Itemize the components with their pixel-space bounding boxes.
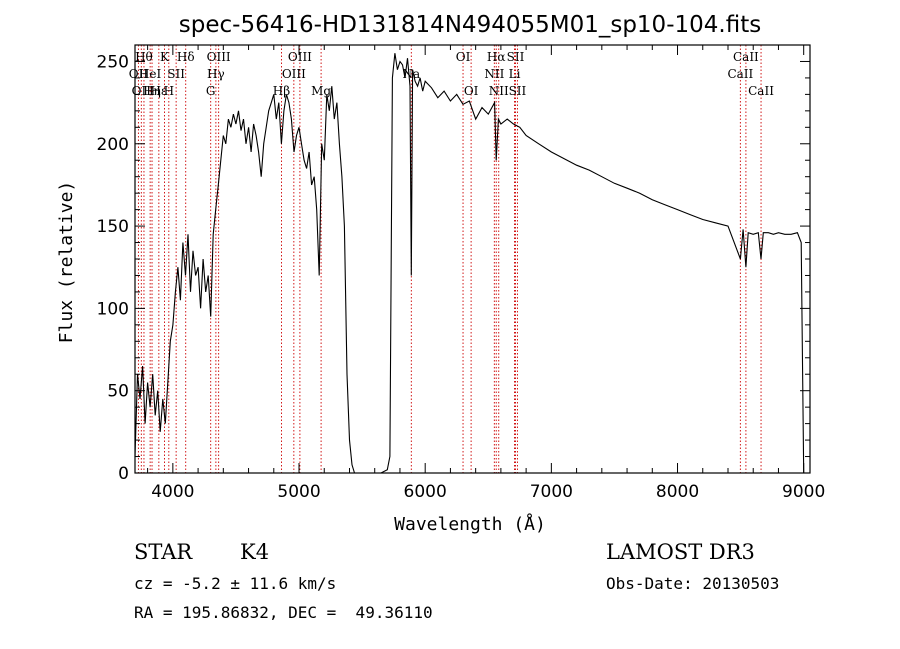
x-tick-label: 9000 (782, 482, 825, 502)
line-marker-label: NII (489, 84, 509, 98)
y-axis-label: Flux (relative) (56, 181, 77, 344)
line-marker-label: SII (509, 84, 527, 98)
line-marker-label: OII (129, 67, 149, 81)
y-tick-label: 150 (97, 217, 129, 237)
x-tick-label: 4000 (151, 482, 194, 502)
line-marker-label: CaII (733, 50, 759, 64)
line-marker-label: G (206, 84, 216, 98)
y-tick-label: 200 (97, 135, 129, 155)
line-marker-label: Na (402, 67, 420, 81)
line-marker-label: Hδ (177, 50, 195, 64)
line-marker-label: Hα (487, 50, 506, 64)
line-markers (137, 45, 762, 473)
coordinates-text: RA = 195.86832, DEC = 49.36110 (134, 603, 433, 622)
line-marker-label: OI (464, 84, 479, 98)
x-tick-label: 7000 (530, 482, 573, 502)
line-marker-label: K (160, 50, 170, 64)
line-marker-label: OIII (207, 50, 231, 64)
line-marker-label: Mg (311, 84, 331, 98)
chart-title: spec-56416-HD131814N494055M01_sp10-104.f… (179, 12, 761, 38)
line-marker-labels: OIIOIIHθHeIHηHεKHSIIHδGHγOIIIHβOIIIOIIIM… (129, 50, 774, 98)
subclass: K4 (240, 540, 270, 564)
line-marker-label: OIII (282, 67, 306, 81)
line-marker-label: OI (456, 50, 471, 64)
y-axis-ticks: 0 50 100 150 200 250 (97, 52, 810, 484)
object-class: STAR (134, 540, 193, 564)
line-marker-label: Hε (151, 84, 168, 98)
line-marker-label: Hγ (207, 67, 225, 81)
line-marker-label: HeI (139, 67, 162, 81)
line-marker-label: CaII (748, 84, 774, 98)
obs-date: Obs-Date: 20130503 (606, 574, 780, 593)
y-tick-label: 100 (97, 299, 129, 319)
x-tick-label: 8000 (656, 482, 699, 502)
line-marker-label: SII (507, 50, 525, 64)
x-tick-label: 5000 (277, 482, 320, 502)
x-axis-ticks: 4000 5000 6000 7000 8000 9000 (147, 45, 825, 502)
line-marker-label: H (164, 84, 174, 98)
line-marker-label: CaII (727, 67, 753, 81)
y-tick-label: 50 (107, 382, 129, 402)
survey-name: LAMOST DR3 (606, 540, 755, 564)
line-marker-label: Hβ (273, 84, 290, 98)
y-tick-label: 250 (97, 52, 129, 72)
line-marker-label: Hθ (135, 50, 153, 64)
spectrum-series-line (134, 53, 805, 474)
line-marker-label: NII (484, 67, 504, 81)
line-marker-label: Hη (143, 84, 161, 98)
line-marker-label: Li (509, 67, 521, 81)
line-marker-label: SII (167, 67, 185, 81)
x-axis-label: Wavelength (Å) (394, 513, 546, 535)
x-tick-label: 6000 (404, 482, 447, 502)
line-marker-label: OIII (288, 50, 312, 64)
redshift-text: cz = -5.2 ± 11.6 km/s (134, 574, 337, 593)
y-tick-label: 0 (118, 464, 129, 484)
